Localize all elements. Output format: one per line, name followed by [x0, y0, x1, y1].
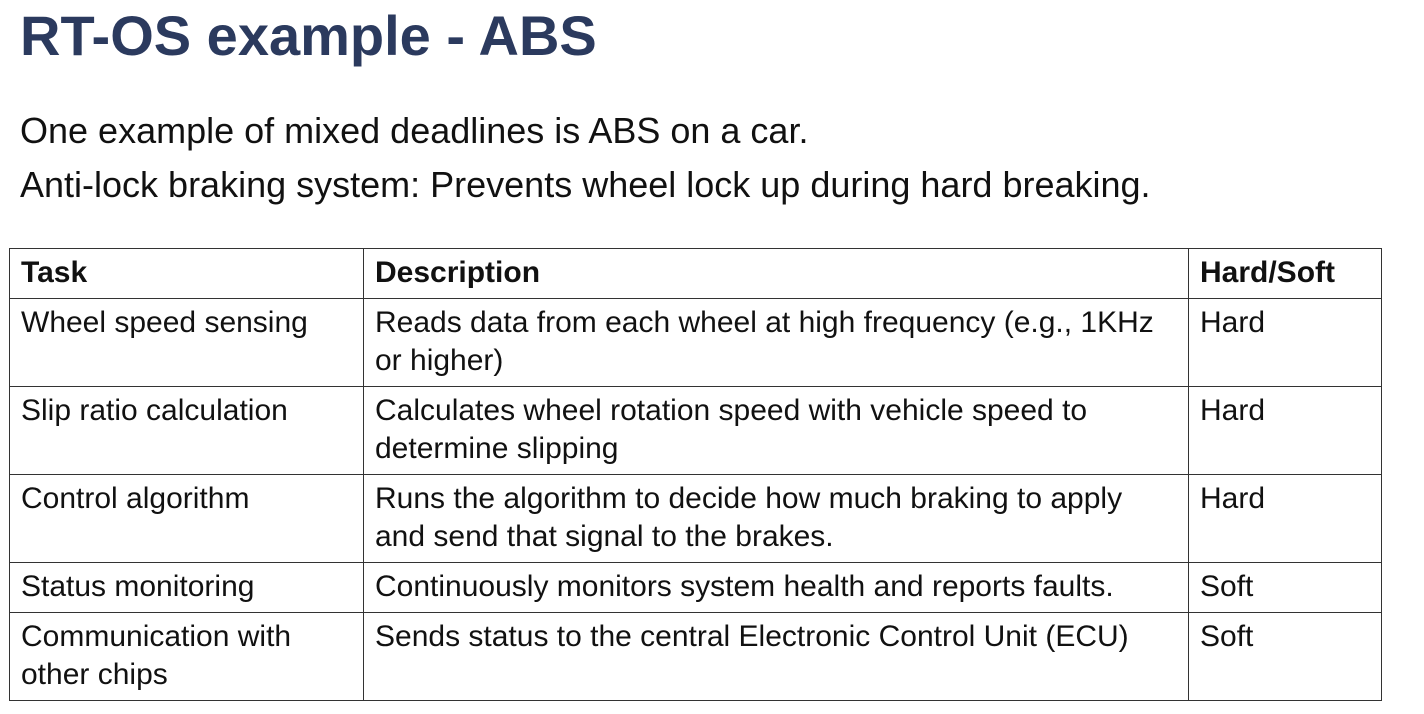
- hard-soft-cell: Hard: [1188, 474, 1382, 563]
- task-cell: Status monitoring: [9, 562, 364, 613]
- description-cell: Calculates wheel rotation speed with veh…: [363, 386, 1189, 475]
- intro-line-2: Anti-lock braking system: Prevents wheel…: [20, 164, 1151, 205]
- intro-line-1: One example of mixed deadlines is ABS on…: [20, 110, 809, 151]
- header-task: Task: [9, 248, 364, 299]
- abs-task-table: Task Description Hard/Soft Wheel speed s…: [9, 248, 1382, 701]
- table-row: Slip ratio calculation Calculates wheel …: [9, 386, 1382, 475]
- table-row: Control algorithm Runs the algorithm to …: [9, 474, 1382, 563]
- task-cell: Control algorithm: [9, 474, 364, 563]
- description-cell: Continuously monitors system health and …: [363, 562, 1189, 613]
- intro-text: One example of mixed deadlines is ABS on…: [20, 104, 1151, 212]
- task-cell: Communication with other chips: [9, 612, 364, 701]
- table-header-row: Task Description Hard/Soft: [9, 248, 1382, 299]
- table-row: Wheel speed sensing Reads data from each…: [9, 298, 1382, 387]
- hard-soft-cell: Hard: [1188, 298, 1382, 387]
- table-row: Communication with other chips Sends sta…: [9, 612, 1382, 701]
- task-cell: Wheel speed sensing: [9, 298, 364, 387]
- task-cell: Slip ratio calculation: [9, 386, 364, 475]
- header-hard-soft: Hard/Soft: [1188, 248, 1382, 299]
- slide-title: RT-OS example - ABS: [20, 4, 597, 67]
- header-description: Description: [363, 248, 1189, 299]
- hard-soft-cell: Soft: [1188, 612, 1382, 701]
- hard-soft-cell: Hard: [1188, 386, 1382, 475]
- hard-soft-cell: Soft: [1188, 562, 1382, 613]
- description-cell: Sends status to the central Electronic C…: [363, 612, 1189, 701]
- description-cell: Runs the algorithm to decide how much br…: [363, 474, 1189, 563]
- table-row: Status monitoring Continuously monitors …: [9, 562, 1382, 613]
- description-cell: Reads data from each wheel at high frequ…: [363, 298, 1189, 387]
